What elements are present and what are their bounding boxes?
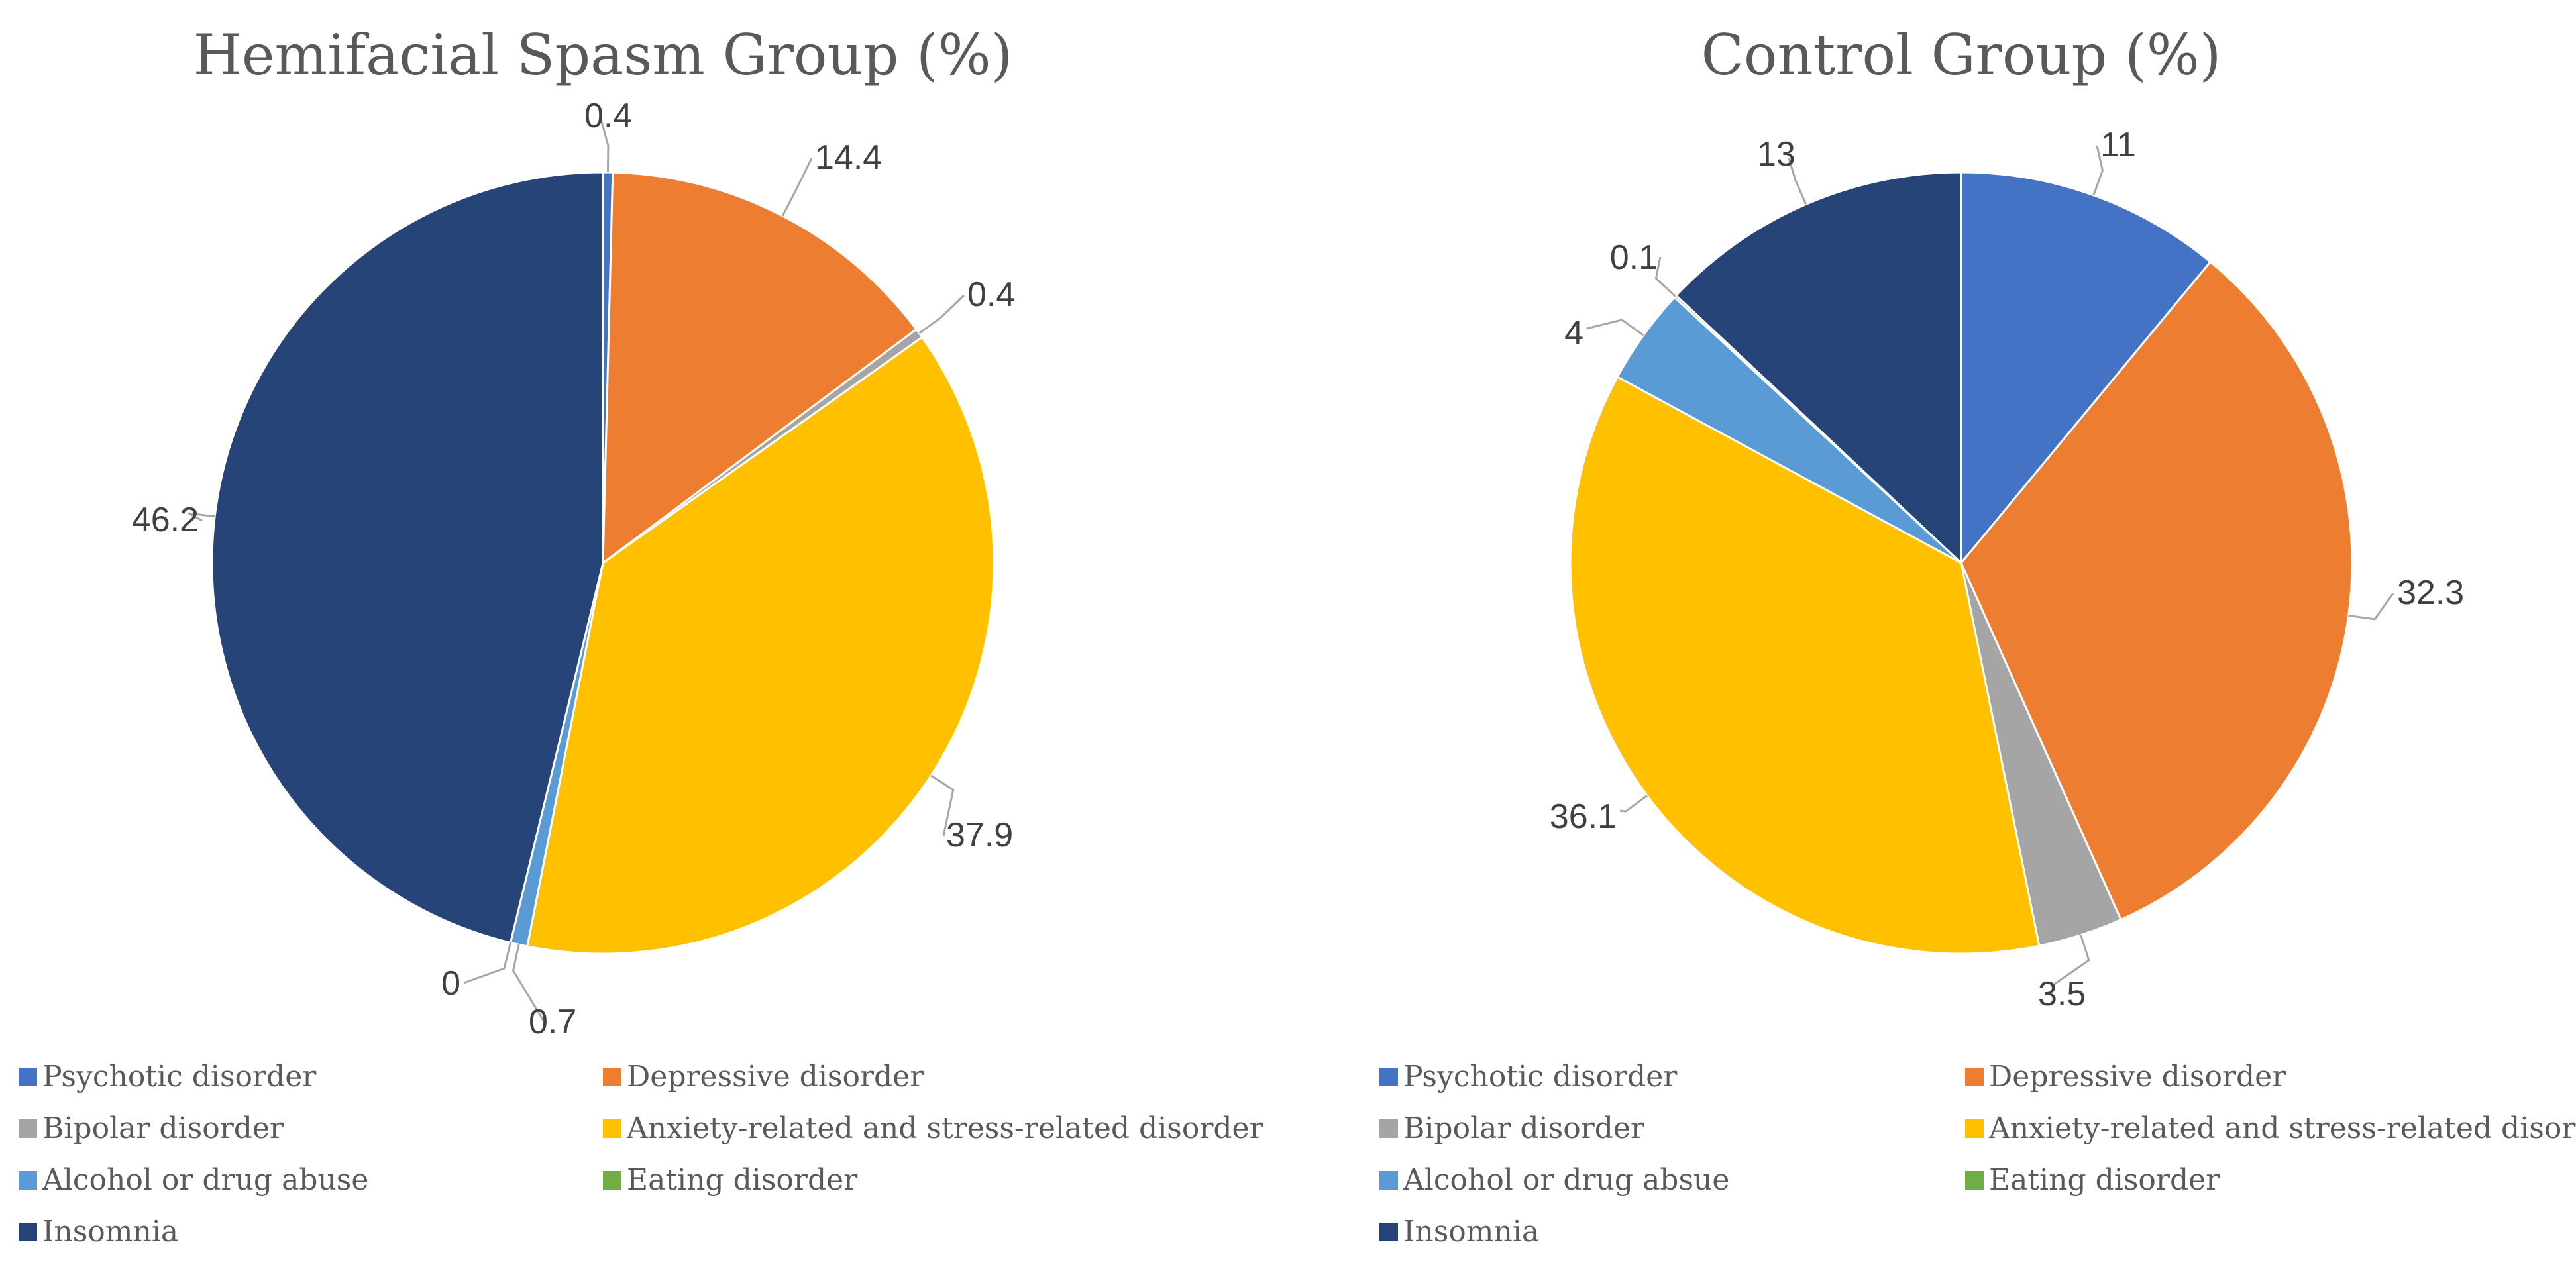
hemifacial-spasm-chart: Hemifacial Spasm Group (%) 0.4 14.4 0.4 … bbox=[19, 23, 1264, 1248]
legend-item-depressive: Depressive disorder bbox=[603, 1060, 924, 1093]
leader-line-anxiety bbox=[1619, 795, 1648, 813]
legend-item-psychotic: Psychotic disorder bbox=[1379, 1060, 1678, 1093]
legend-item-bipolar: Bipolar disorder bbox=[19, 1111, 284, 1145]
legend-item-depressive: Depressive disorder bbox=[1965, 1060, 2286, 1093]
leader-line-bipolar bbox=[2051, 935, 2090, 988]
leader-lines bbox=[1586, 145, 2394, 988]
legend-swatch bbox=[19, 1119, 37, 1138]
legend-item-psychotic: Psychotic disorder bbox=[19, 1060, 317, 1093]
legend-swatch bbox=[19, 1068, 37, 1086]
data-label-bipolar: 3.5 bbox=[2038, 975, 2086, 1013]
pie-slices bbox=[211, 171, 995, 955]
legend-swatch bbox=[603, 1171, 621, 1190]
legend: Psychotic disorder Depressive disorder B… bbox=[1379, 1060, 2576, 1248]
legend-label: Insomnia bbox=[42, 1215, 178, 1248]
pie-slice-depressive bbox=[602, 171, 918, 566]
legend-item-anxiety: Anxiety-related and stress-related disor… bbox=[1965, 1111, 2576, 1145]
legend-label: Eating disorder bbox=[1989, 1163, 2220, 1197]
legend-label: Anxiety-related and stress-related disor… bbox=[626, 1111, 1264, 1145]
leader-line-eating bbox=[1654, 256, 1676, 297]
legend-swatch bbox=[19, 1171, 37, 1190]
legend: Psychotic disorder Depressive disorder B… bbox=[19, 1060, 1264, 1248]
leader-line-depressive bbox=[781, 158, 813, 217]
legend-label: Alcohol or drug abuse bbox=[42, 1163, 368, 1197]
legend-item-alcohol: Alcohol or drug abuse bbox=[19, 1163, 368, 1197]
legend-swatch bbox=[1965, 1171, 1984, 1190]
legend-item-eating: Eating disorder bbox=[603, 1163, 858, 1197]
legend-item-anxiety: Anxiety-related and stress-related disor… bbox=[603, 1111, 1264, 1145]
leader-line-bipolar bbox=[918, 294, 965, 334]
legend-swatch bbox=[1965, 1068, 1984, 1086]
legend-label: Anxiety-related and stress-related disor… bbox=[1988, 1111, 2576, 1145]
pie-slice-insomnia bbox=[211, 171, 604, 944]
data-label-depressive: 32.3 bbox=[2397, 574, 2464, 612]
data-labels: 11 32.3 3.5 36.1 4 0.1 13 bbox=[1550, 126, 2464, 1013]
leader-line-anxiety bbox=[930, 774, 955, 837]
leader-line-alcohol bbox=[1586, 319, 1644, 336]
data-label-alcohol: 0.7 bbox=[529, 1003, 576, 1041]
data-label-anxiety: 37.9 bbox=[946, 816, 1013, 854]
legend-label: Eating disorder bbox=[627, 1163, 858, 1197]
chart-title: Hemifacial Spasm Group (%) bbox=[193, 23, 1013, 87]
leader-line-depressive bbox=[2348, 593, 2394, 621]
legend-item-insomnia: Insomnia bbox=[19, 1215, 178, 1248]
data-label-psychotic: 0.4 bbox=[584, 97, 632, 135]
legend-item-alcohol: Alcohol or drug absue bbox=[1379, 1163, 1729, 1197]
legend-label: Bipolar disorder bbox=[1403, 1111, 1645, 1145]
legend-swatch bbox=[603, 1119, 621, 1138]
data-label-alcohol: 4 bbox=[1564, 314, 1583, 352]
legend-item-insomnia: Insomnia bbox=[1379, 1215, 1539, 1248]
legend-swatch bbox=[1379, 1223, 1398, 1241]
data-label-bipolar: 0.4 bbox=[967, 276, 1015, 314]
data-label-insomnia: 13 bbox=[1757, 135, 1796, 174]
pie-slices bbox=[1569, 171, 2353, 955]
chart-title: Control Group (%) bbox=[1701, 23, 2222, 87]
legend-label: Bipolar disorder bbox=[42, 1111, 284, 1145]
data-label-depressive: 14.4 bbox=[815, 138, 882, 177]
pie-slice-insomnia bbox=[1674, 171, 1962, 566]
legend-label: Depressive disorder bbox=[627, 1060, 924, 1093]
leader-lines bbox=[188, 116, 965, 1023]
pie-slice-psychotic bbox=[1960, 171, 2212, 566]
legend-swatch bbox=[19, 1223, 37, 1241]
leader-line-psychotic bbox=[2092, 145, 2104, 196]
legend-swatch bbox=[1379, 1119, 1398, 1138]
legend-swatch bbox=[1379, 1171, 1398, 1190]
data-label-eating: 0.1 bbox=[1610, 238, 1658, 277]
pie-slice-anxiety bbox=[526, 336, 995, 955]
legend-item-eating: Eating disorder bbox=[1965, 1163, 2220, 1197]
data-label-eating: 0 bbox=[441, 964, 460, 1003]
legend-label: Psychotic disorder bbox=[42, 1060, 317, 1093]
legend-swatch bbox=[1965, 1119, 1984, 1138]
data-label-psychotic: 11 bbox=[2100, 126, 2136, 164]
legend-swatch bbox=[603, 1068, 621, 1086]
data-label-anxiety: 36.1 bbox=[1550, 797, 1617, 836]
control-group-chart: Control Group (%) 11 32.3 3.5 36.1 4 0.1… bbox=[1379, 23, 2576, 1248]
leader-line-insomnia bbox=[1788, 158, 1807, 205]
legend-label: Alcohol or drug absue bbox=[1403, 1163, 1729, 1197]
pie-slice-anxiety bbox=[1569, 375, 2041, 955]
legend-item-bipolar: Bipolar disorder bbox=[1379, 1111, 1645, 1145]
legend-label: Depressive disorder bbox=[1989, 1060, 2286, 1093]
leader-line-eating bbox=[463, 942, 511, 984]
legend-label: Insomnia bbox=[1403, 1215, 1539, 1248]
legend-swatch bbox=[1379, 1068, 1398, 1086]
data-label-insomnia: 46.2 bbox=[132, 501, 199, 539]
leader-line-insomnia bbox=[188, 512, 215, 522]
legend-label: Psychotic disorder bbox=[1403, 1060, 1678, 1093]
leader-line-alcohol bbox=[511, 944, 546, 1023]
data-labels: 0.4 14.4 0.4 37.9 0.7 0 46.2 bbox=[132, 97, 1016, 1041]
leader-line-psychotic bbox=[599, 116, 610, 173]
